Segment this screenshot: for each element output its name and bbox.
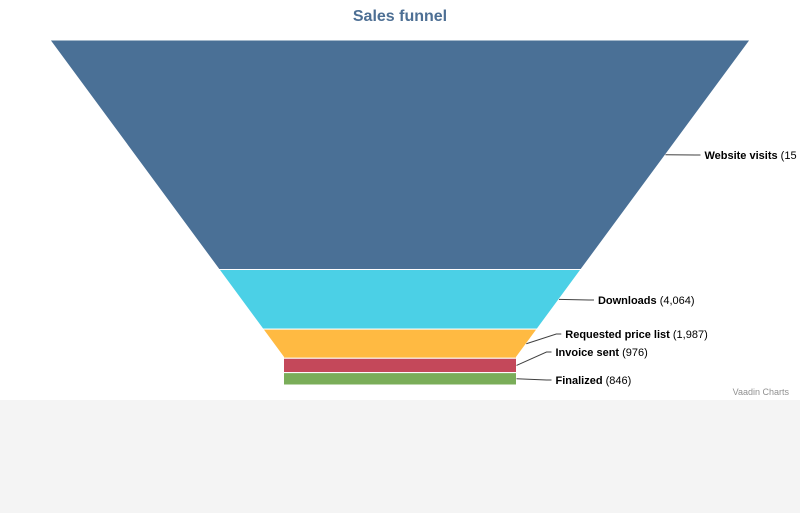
label-name: Finalized (556, 375, 606, 387)
label-value: (846) (606, 375, 632, 387)
bottom-panel (0, 400, 800, 513)
chart-title: Sales funnel (352, 8, 448, 25)
funnel-segment-invoice-sent[interactable] (283, 357, 517, 374)
connector-finalized (516, 378, 552, 381)
connector-downloads (558, 298, 594, 301)
funnel-chart: Website visits (15 Downloads (4,064) Reque… (49, 39, 797, 387)
chart-area: Sales funnel Website visits (15 Downloads… (0, 0, 800, 400)
credits-link[interactable]: Vaadin Charts (732, 387, 789, 397)
label-value: (4,064) (660, 295, 695, 307)
data-label-finalized: Finalized (846) (556, 375, 632, 387)
data-label-downloads: Downloads (4,064) (598, 295, 695, 307)
data-label-website-visits: Website visits (15 (704, 150, 796, 162)
label-value: (1,987) (673, 329, 708, 341)
funnel-segment-website-visits[interactable] (49, 39, 751, 271)
label-name: Requested price list (565, 329, 673, 341)
data-label-requested-price-list: Requested price list (1,987) (565, 329, 707, 341)
label-value: (976) (622, 347, 648, 359)
connector-requested-price-list (526, 333, 562, 345)
funnel-segment-downloads[interactable] (218, 269, 582, 330)
label-name: Downloads (598, 295, 660, 307)
label-name: Website visits (704, 150, 780, 162)
label-value: (15 (781, 150, 797, 162)
funnel-segment-requested-price-list[interactable] (261, 328, 539, 359)
label-name: Invoice sent (556, 347, 623, 359)
data-label-invoice-sent: Invoice sent (976) (556, 347, 648, 359)
funnel-segment-finalized[interactable] (283, 372, 517, 386)
connector-invoice-sent (516, 351, 552, 366)
